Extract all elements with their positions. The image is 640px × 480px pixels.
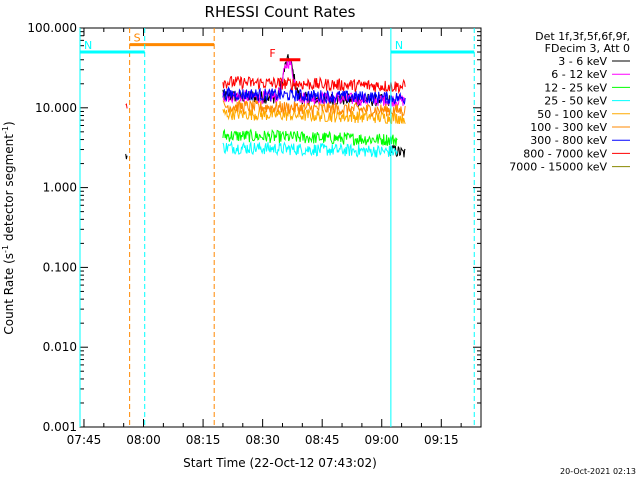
- legend-entry-label: 25 - 50 keV: [544, 95, 607, 108]
- series-line-7: [222, 75, 406, 95]
- x-tick-label: 08:00: [126, 433, 161, 447]
- x-tick-label: 07:45: [67, 433, 102, 447]
- annotation-intervals: S N N F: [79, 28, 475, 427]
- x-axis-label: Start Time (22-Oct-12 07:43:02): [183, 456, 377, 470]
- interval-label-0: S: [134, 32, 141, 45]
- legend-entry-label: 12 - 25 keV: [544, 81, 607, 94]
- series-line-6: [222, 85, 406, 106]
- y-tick-label: 100.000: [27, 21, 77, 35]
- legend-entry-label: 300 - 800 keV: [530, 134, 607, 147]
- y-tick-label: 0.100: [43, 260, 77, 274]
- y-tick-label: 10.000: [35, 101, 77, 115]
- x-tick-label: 08:15: [186, 433, 221, 447]
- legend: Det 1f,3f,5f,6f,9f, FDecim 3, Att 0 3 - …: [509, 30, 630, 174]
- y-axis-ticks: 100.000 10.000 1.000 0.100 0.010 0.001: [27, 21, 481, 434]
- legend-entry-label: 6 - 12 keV: [551, 68, 607, 81]
- series-line-2: [222, 128, 398, 146]
- series-line-0: [125, 153, 128, 160]
- interval-label-2: N: [395, 39, 403, 52]
- legend-header-line-1: Det 1f,3f,5f,6f,9f,: [535, 30, 630, 43]
- legend-entry-label: 100 - 300 keV: [530, 121, 607, 134]
- interval-label-3: F: [269, 47, 275, 60]
- x-tick-label: 08:45: [305, 433, 340, 447]
- y-axis-label: Count Rate (s-1 detector segment-1): [1, 121, 16, 334]
- legend-entry-label: 3 - 6 keV: [558, 55, 607, 68]
- chart-title: RHESSI Count Rates: [205, 3, 356, 21]
- y-tick-label: 1.000: [43, 181, 77, 195]
- series-line-5: [222, 99, 406, 117]
- y-tick-label: 0.001: [43, 420, 77, 434]
- series-line-7: [125, 103, 128, 109]
- legend-entry-label: 800 - 7000 keV: [523, 147, 607, 160]
- x-tick-label: 08:30: [245, 433, 280, 447]
- x-axis-ticks: 07:45 08:00 08:15 08:30 08:45 09:00 09:15: [67, 28, 482, 447]
- legend-header-line-2: FDecim 3, Att 0: [545, 42, 630, 55]
- data-series: [125, 54, 406, 160]
- plot-timestamp: 20-Oct-2021 02:13: [560, 467, 636, 476]
- interval-label-1: N: [84, 39, 92, 52]
- y-tick-label: 0.010: [43, 340, 77, 354]
- series-line-4: [222, 107, 406, 125]
- legend-entry-label: 50 - 100 keV: [537, 108, 607, 121]
- x-tick-label: 09:15: [424, 433, 459, 447]
- x-tick-label: 09:00: [364, 433, 399, 447]
- legend-entry-label: 7000 - 15000 keV: [509, 161, 607, 174]
- series-line-3: [222, 140, 398, 158]
